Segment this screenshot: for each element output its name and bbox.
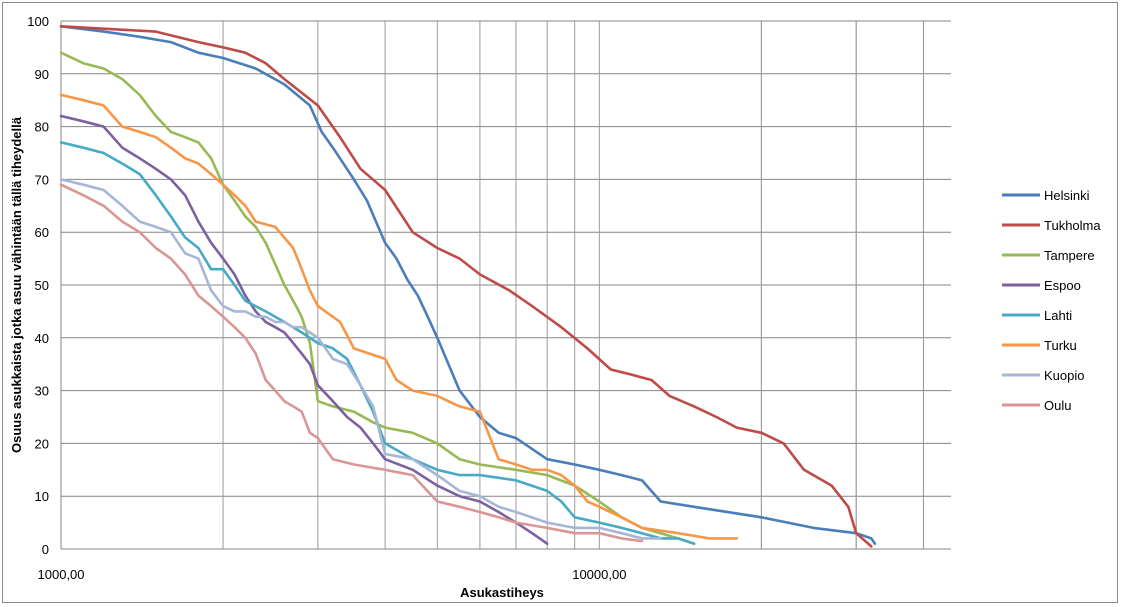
- series-line-helsinki: [59, 25, 877, 545]
- legend-label-oulu: Oulu: [1044, 398, 1071, 413]
- line-chart: 0 10 20 30 40 50 60 70 80 90 100 1000,00 10000,00 As…: [9, 14, 1101, 600]
- y-tick-label: 40: [35, 331, 49, 346]
- legend-label-lahti: Lahti: [1044, 308, 1072, 323]
- y-tick-label: 80: [35, 120, 49, 135]
- series-lines: [59, 25, 877, 548]
- series-line-turku: [59, 93, 739, 540]
- y-tick-label: 100: [27, 14, 49, 29]
- legend-label-tukholma: Tukholma: [1044, 218, 1101, 233]
- y-axis-title: Osuus asukkaista jotka asuu vähintään tä…: [9, 116, 24, 453]
- legend: Helsinki Tukholma Tampere Espoo Lahti Turku Ku…: [1002, 188, 1101, 413]
- series-line-espoo: [59, 114, 549, 545]
- axes: [60, 21, 951, 550]
- legend-label-espoo: Espoo: [1044, 278, 1081, 293]
- y-tick-label: 60: [35, 225, 49, 240]
- gridlines: [60, 20, 951, 550]
- x-tick-label: 1000,00: [38, 567, 85, 582]
- series-line-tukholma: [59, 25, 873, 548]
- y-tick-label: 20: [35, 436, 49, 451]
- legend-label-tampere: Tampere: [1044, 248, 1095, 263]
- legend-label-helsinki: Helsinki: [1044, 188, 1090, 203]
- legend-label-turku: Turku: [1044, 338, 1077, 353]
- tick-labels: 0 10 20 30 40 50 60 70 80 90 100 1000,00 10000,00: [27, 14, 626, 582]
- y-tick-label: 50: [35, 278, 49, 293]
- series-line-oulu: [59, 183, 644, 543]
- series-line-lahti: [59, 141, 696, 545]
- y-tick-label: 0: [42, 542, 49, 557]
- legend-label-kuopio: Kuopio: [1044, 368, 1084, 383]
- x-axis-title: Asukastiheys: [460, 585, 544, 600]
- y-tick-label: 10: [35, 489, 49, 504]
- y-tick-label: 70: [35, 172, 49, 187]
- series-line-kuopio: [59, 178, 662, 540]
- y-tick-label: 90: [35, 67, 49, 82]
- y-tick-label: 30: [35, 384, 49, 399]
- x-tick-label: 10000,00: [572, 567, 626, 582]
